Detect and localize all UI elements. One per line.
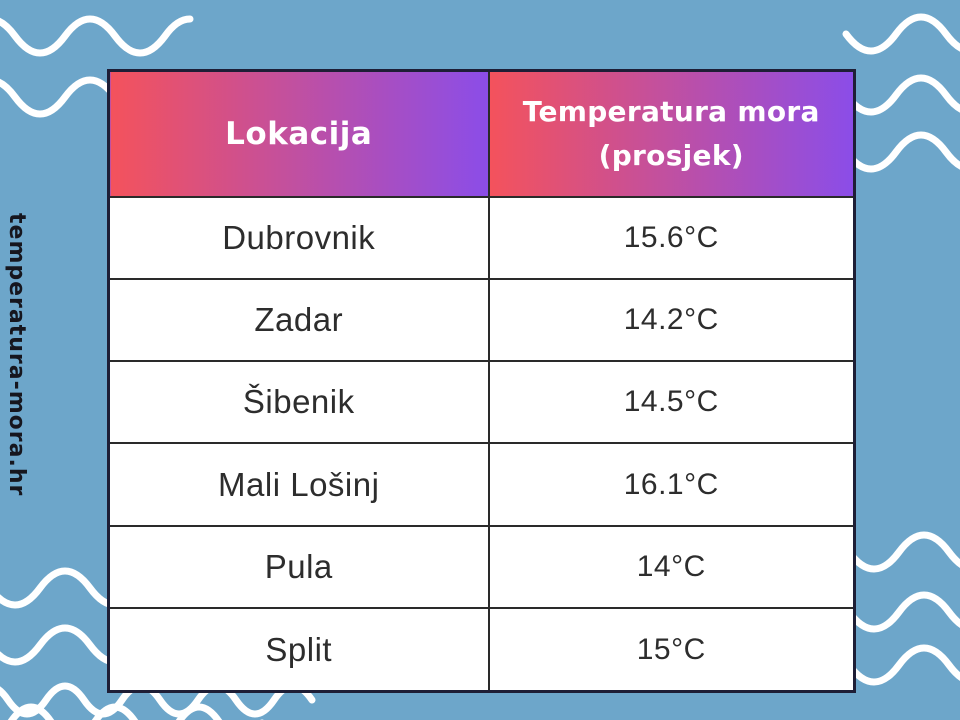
table-body: Dubrovnik 15.6°C Zadar 14.2°C Šibenik 14.5°C M… bbox=[107, 195, 856, 693]
table-row: Dubrovnik 15.6°C bbox=[107, 195, 856, 280]
sea-temperature-table: Lokacija Temperatura mora (prosjek) Dubr… bbox=[107, 69, 856, 693]
wave-top-right-1 bbox=[842, 13, 960, 55]
location-cell: Mali Lošinj bbox=[107, 442, 490, 527]
wave-top-left-1 bbox=[0, 15, 194, 57]
table-header: Lokacija Temperatura mora (prosjek) bbox=[107, 69, 856, 198]
header-row: Lokacija Temperatura mora (prosjek) bbox=[107, 69, 856, 198]
table-row: Pula 14°C bbox=[107, 524, 856, 610]
table-row: Šibenik 14.5°C bbox=[107, 360, 856, 445]
temperature-cell: 14°C bbox=[487, 524, 856, 610]
watermark-site-name: temperatura-mora.hr bbox=[4, 213, 29, 497]
wave-bottom-right-3 bbox=[845, 644, 960, 686]
wave-bottom-left-4 bbox=[7, 703, 264, 720]
location-cell: Šibenik bbox=[107, 360, 490, 445]
location-cell: Pula bbox=[107, 524, 490, 610]
location-cell: Split bbox=[107, 607, 490, 693]
table-row: Mali Lošinj 16.1°C bbox=[107, 442, 856, 527]
column-header-temperature: Temperatura mora (prosjek) bbox=[487, 69, 856, 198]
location-cell: Zadar bbox=[107, 277, 490, 363]
temperature-cell: 15°C bbox=[487, 607, 856, 693]
wave-top-right-2 bbox=[842, 74, 960, 116]
location-cell: Dubrovnik bbox=[107, 195, 490, 280]
table-row: Split 15°C bbox=[107, 607, 856, 693]
wave-bottom-right-2 bbox=[845, 591, 960, 633]
wave-bottom-right-1 bbox=[845, 531, 960, 573]
temperature-cell: 14.2°C bbox=[487, 277, 856, 363]
wave-top-left-2 bbox=[0, 76, 119, 118]
temperature-cell: 14.5°C bbox=[487, 360, 856, 445]
temperature-cell: 16.1°C bbox=[487, 442, 856, 527]
table-row: Zadar 14.2°C bbox=[107, 277, 856, 363]
temperature-cell: 15.6°C bbox=[487, 195, 856, 280]
wave-top-right-3 bbox=[842, 131, 960, 173]
column-header-location: Lokacija bbox=[107, 69, 490, 198]
